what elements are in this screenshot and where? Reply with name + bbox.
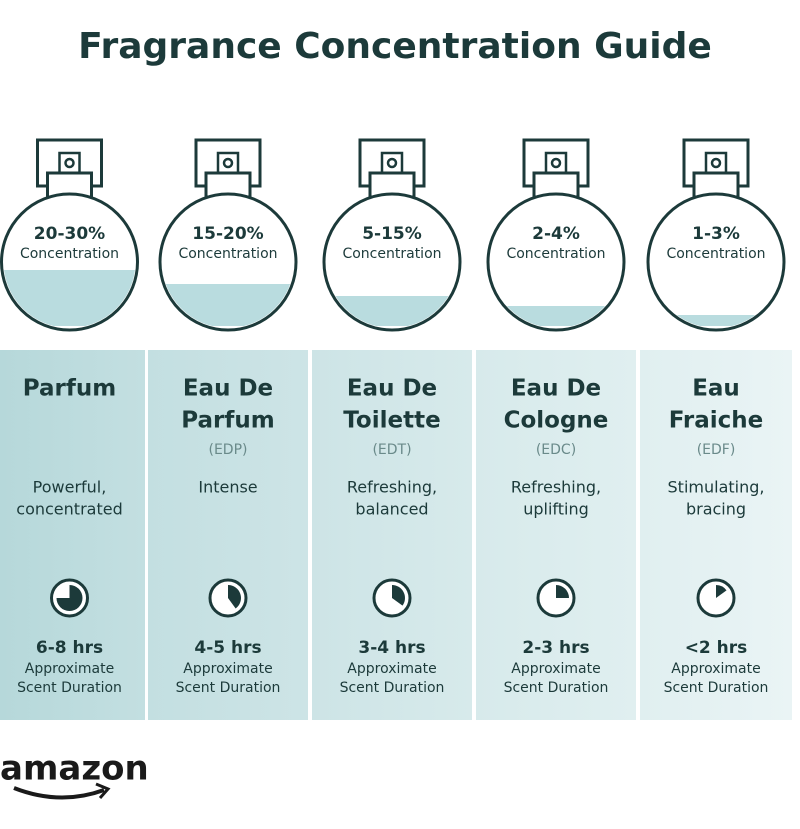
fragrance-name: Fraiche [669, 408, 764, 434]
bottle-body [648, 194, 784, 330]
description: uplifting [523, 500, 589, 519]
column: 20-30% Concentration Parfum Powerful, concen… [0, 138, 145, 720]
clock-wedge [556, 585, 569, 598]
duration-label: Approximate [511, 661, 600, 677]
concentration: 5-15% [362, 224, 422, 244]
duration: 6-8 hrs [36, 638, 103, 658]
bottle-cap-dot [550, 157, 562, 169]
column: 5-15% Concentration Eau De Toilette (EDT) Ref… [312, 138, 472, 720]
column-panel [312, 350, 472, 720]
bottle-body [488, 194, 624, 330]
fragrance-name: Eau De [347, 376, 437, 402]
abbreviation: (EDP) [209, 442, 248, 458]
description: Intense [198, 478, 257, 497]
liquid [650, 315, 782, 326]
fragrance-name: Parfum [23, 376, 116, 402]
logo-text: amazon [0, 749, 149, 789]
description: Powerful, [33, 478, 107, 497]
duration-label: Approximate [347, 661, 436, 677]
concentration-label: Concentration [342, 246, 441, 262]
bottle-neck [692, 171, 740, 199]
concentration-label: Concentration [178, 246, 277, 262]
bottle-cap-dot [222, 157, 234, 169]
description: balanced [355, 500, 428, 519]
duration: <2 hrs [685, 638, 748, 658]
description: concentrated [16, 500, 122, 519]
concentration-label: Concentration [506, 246, 605, 262]
duration-label: Approximate [183, 661, 272, 677]
column-panel [0, 350, 145, 720]
bottle-cap-inner [58, 151, 81, 175]
column: 2-4% Concentration Eau De Cologne (EDC) Refre… [476, 138, 636, 720]
bottle-outline [158, 192, 298, 332]
bottle-cap-inner [704, 151, 728, 175]
fragrance-name: Eau De [511, 376, 601, 402]
concentration: 20-30% [34, 224, 105, 244]
bottle-cap-dot [386, 157, 398, 169]
bottle-cap-inner [544, 151, 568, 175]
title: Fragrance Concentration Guide [78, 26, 712, 67]
columns: 20-30% Concentration Parfum Powerful, concen… [0, 138, 792, 720]
bottle-cap-inner [380, 151, 404, 175]
duration-label: Scent Duration [176, 680, 281, 696]
column-panel [148, 350, 308, 720]
logo-arrow [95, 782, 111, 799]
clock-wedge [56, 585, 83, 611]
fragrance-name: Cologne [504, 408, 609, 434]
description: Refreshing, [347, 478, 437, 497]
abbreviation: (EDF) [697, 442, 736, 458]
logo: amazon [0, 749, 149, 800]
duration-label: Approximate [671, 661, 760, 677]
fragrance-name: Parfum [181, 408, 274, 434]
column: 15-20% Concentration Eau De Parfum (EDP) Inte… [148, 138, 308, 720]
duration-label: Approximate [25, 661, 114, 677]
bottle-outline [646, 192, 786, 332]
duration-label: Scent Duration [17, 680, 122, 696]
column-panel [640, 350, 792, 720]
clock-wedge [392, 585, 406, 606]
bottle-cap-inner [216, 151, 240, 175]
description: bracing [686, 500, 746, 519]
concentration-label: Concentration [666, 246, 765, 262]
logo-smile [13, 786, 105, 800]
abbreviation: (EDC) [536, 442, 576, 458]
bottle-cap-dot [64, 157, 75, 169]
column-panel [476, 350, 636, 720]
fragrance-name: Eau De [183, 376, 273, 402]
duration-label: Scent Duration [504, 680, 609, 696]
duration: 2-3 hrs [522, 638, 589, 658]
column: 1-3% Concentration Eau Fraiche (EDF) Stimulat… [640, 138, 792, 720]
concentration: 2-4% [532, 224, 580, 244]
duration-label: Scent Duration [664, 680, 769, 696]
bottle-outline [486, 192, 626, 332]
bottle-outline [0, 192, 139, 332]
description: Stimulating, [668, 478, 765, 497]
description: Refreshing, [511, 478, 601, 497]
clock-wedge [228, 585, 242, 609]
duration-label: Scent Duration [340, 680, 445, 696]
fragrance-name: Toilette [343, 408, 440, 434]
concentration: 15-20% [192, 224, 263, 244]
bottle-cap-dot [710, 157, 722, 169]
clock-wedge [716, 585, 727, 598]
fragrance-name: Eau [692, 376, 740, 402]
concentration: 1-3% [692, 224, 740, 244]
liquid [3, 270, 136, 326]
liquid [162, 284, 294, 326]
bottle-outline [322, 192, 462, 332]
duration: 3-4 hrs [358, 638, 425, 658]
abbreviation: (EDT) [372, 442, 411, 458]
duration: 4-5 hrs [194, 638, 261, 658]
concentration-label: Concentration [20, 246, 119, 262]
